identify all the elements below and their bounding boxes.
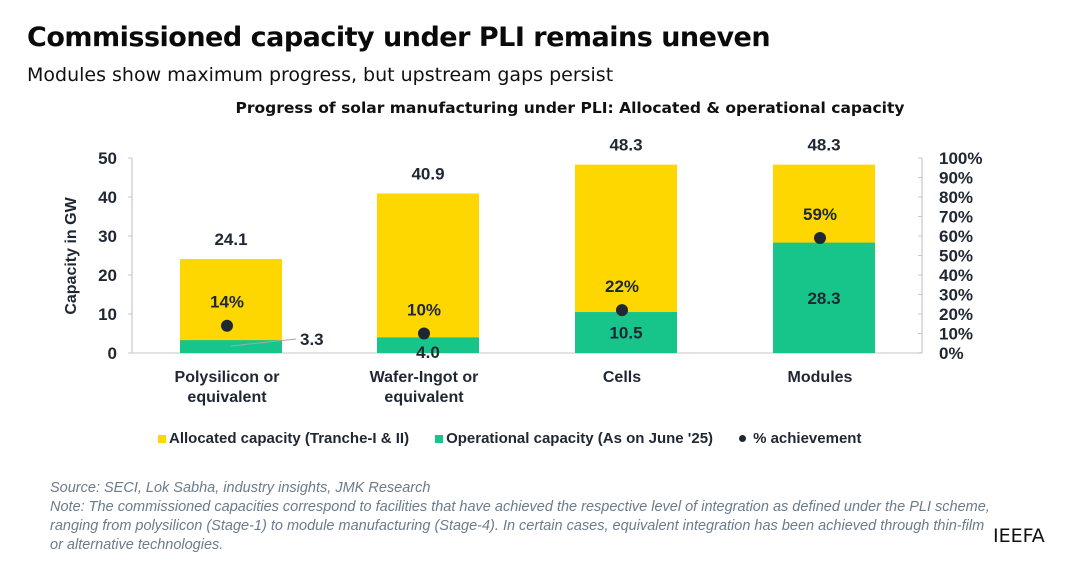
y2-tick-label: 50% xyxy=(939,247,973,266)
achievement-point xyxy=(814,231,826,244)
points: 14% 10% 22% 59% xyxy=(210,205,837,340)
y2-tick-label: 60% xyxy=(939,227,973,246)
achievement-point xyxy=(616,304,628,317)
y2-tick-label: 90% xyxy=(939,169,973,188)
data-label-achievement: 22% xyxy=(605,277,639,296)
x-tick-label: Cells xyxy=(603,369,641,386)
x-tick-label: equivalent xyxy=(187,389,267,406)
y2-tick-label: 70% xyxy=(939,208,973,227)
page-title: Commissioned capacity under PLI remains … xyxy=(27,22,771,53)
source-text: Source: SECI, Lok Sabha, industry insigh… xyxy=(50,480,431,496)
bar-operational xyxy=(575,312,677,353)
x-tick-label: Polysilicon or xyxy=(175,369,280,386)
y2-tick-label: 0% xyxy=(939,344,964,363)
y2-tick-label: 100% xyxy=(939,149,982,168)
data-label-allocated: 48.3 xyxy=(609,136,642,155)
legend-item-achievement: % achievement xyxy=(739,430,861,447)
achievement-point xyxy=(221,319,233,332)
y-tick-label: 50 xyxy=(98,149,117,168)
bar-operational xyxy=(773,242,875,353)
data-label-operational: 10.5 xyxy=(609,324,642,343)
bars xyxy=(180,164,875,353)
achievement-point xyxy=(418,327,430,340)
note-text: Note: The commissioned capacities corres… xyxy=(50,499,990,553)
leader-line xyxy=(230,338,297,347)
data-label-operational: 28.3 xyxy=(807,289,840,308)
legend-item-allocated: Allocated capacity (Tranche-I & II) xyxy=(158,430,409,447)
chart: 010203040500%10%20%30%40%50%60%70%80%90%… xyxy=(63,136,982,406)
notes: Source: SECI, Lok Sabha, industry insigh… xyxy=(50,479,990,555)
brand-logo: IEEFA xyxy=(993,525,1045,547)
data-label-operational: 3.3 xyxy=(300,330,324,349)
data-label-allocated: 48.3 xyxy=(807,136,840,155)
axes: 010203040500%10%20%30%40%50%60%70%80%90%… xyxy=(63,149,982,406)
x-tick-label: Modules xyxy=(788,369,853,386)
y-axis-title: Capacity in GW xyxy=(63,196,80,314)
chart-title: Progress of solar manufacturing under PL… xyxy=(235,99,905,117)
data-label-achievement: 59% xyxy=(803,205,837,224)
labels: 24.1 3.3 40.9 4.0 48.3 10.5 48.3 28.3 xyxy=(214,136,840,362)
legend: Allocated capacity (Tranche-I & II) Oper… xyxy=(158,430,861,447)
bar-allocated xyxy=(377,193,479,353)
y2-tick-label: 40% xyxy=(939,266,973,285)
legend-label-achievement: % achievement xyxy=(753,430,862,447)
y2-tick-label: 20% xyxy=(939,305,973,324)
data-label-allocated: 24.1 xyxy=(214,230,247,249)
data-label-allocated: 40.9 xyxy=(411,164,444,183)
y-tick-label: 10 xyxy=(98,305,117,324)
data-label-achievement: 10% xyxy=(407,301,441,320)
y-tick-label: 30 xyxy=(98,227,117,246)
y2-tick-label: 30% xyxy=(939,286,973,305)
x-tick-label: equivalent xyxy=(384,389,464,406)
legend-swatch-allocated xyxy=(158,434,166,443)
y2-tick-label: 10% xyxy=(939,325,973,344)
page-subtitle: Modules show maximum progress, but upstr… xyxy=(27,64,614,86)
legend-label-allocated: Allocated capacity (Tranche-I & II) xyxy=(169,430,410,447)
legend-label-operational: Operational capacity (As on June '25) xyxy=(446,430,714,447)
bar-operational xyxy=(377,337,479,353)
data-label-operational: 4.0 xyxy=(416,343,440,362)
bar-allocated xyxy=(180,259,282,353)
legend-item-operational: Operational capacity (As on June '25) xyxy=(435,430,713,447)
x-tick-label: Wafer-Ingot or xyxy=(370,369,479,386)
y2-tick-label: 80% xyxy=(939,188,973,207)
legend-dot-achievement xyxy=(739,435,747,442)
y-tick-label: 20 xyxy=(98,266,117,285)
data-label-achievement: 14% xyxy=(210,293,244,312)
legend-swatch-operational xyxy=(435,434,444,443)
y-tick-label: 0 xyxy=(108,344,117,363)
y-tick-label: 40 xyxy=(98,188,117,207)
